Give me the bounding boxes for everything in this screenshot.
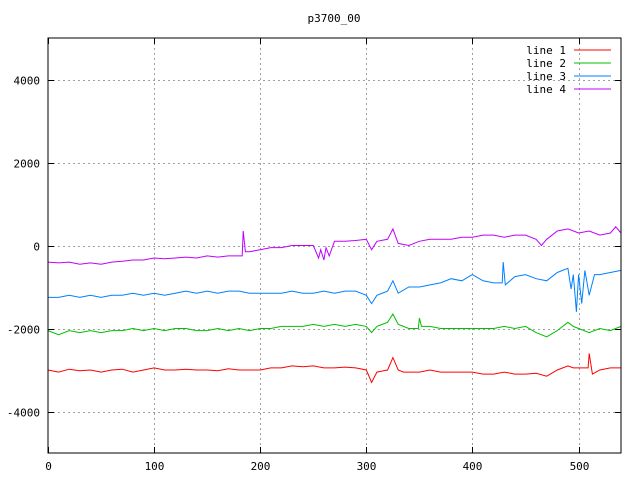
legend-label: line 3 bbox=[526, 70, 566, 83]
series-line-3 bbox=[48, 262, 622, 312]
y-tick-label: 4000 bbox=[14, 75, 41, 88]
series-line-4 bbox=[47, 226, 622, 265]
x-tick-label: 400 bbox=[463, 460, 483, 473]
legend-label: line 2 bbox=[526, 57, 566, 70]
grid bbox=[48, 38, 621, 453]
x-tick-label: 500 bbox=[570, 460, 590, 473]
legend-label: line 1 bbox=[526, 44, 566, 57]
axis-ticks: 0 100 200 300 400 500 -4000 -2000 0 2000 4000 bbox=[7, 38, 621, 473]
chart-title: p3700_00 bbox=[308, 12, 361, 25]
series-lines bbox=[47, 226, 622, 384]
y-tick-label: 2000 bbox=[14, 158, 41, 171]
x-tick-label: 100 bbox=[145, 460, 165, 473]
series-line-1 bbox=[47, 353, 621, 384]
x-tick-label: 0 bbox=[45, 460, 52, 473]
legend-label: line 4 bbox=[526, 83, 566, 96]
series-line-2 bbox=[47, 312, 622, 338]
plot-border bbox=[47, 37, 622, 454]
y-tick-label: -2000 bbox=[7, 324, 40, 337]
x-tick-label: 300 bbox=[357, 460, 377, 473]
y-tick-label: 0 bbox=[33, 241, 40, 254]
x-tick-label: 200 bbox=[251, 460, 271, 473]
y-tick-label: -4000 bbox=[7, 407, 40, 420]
